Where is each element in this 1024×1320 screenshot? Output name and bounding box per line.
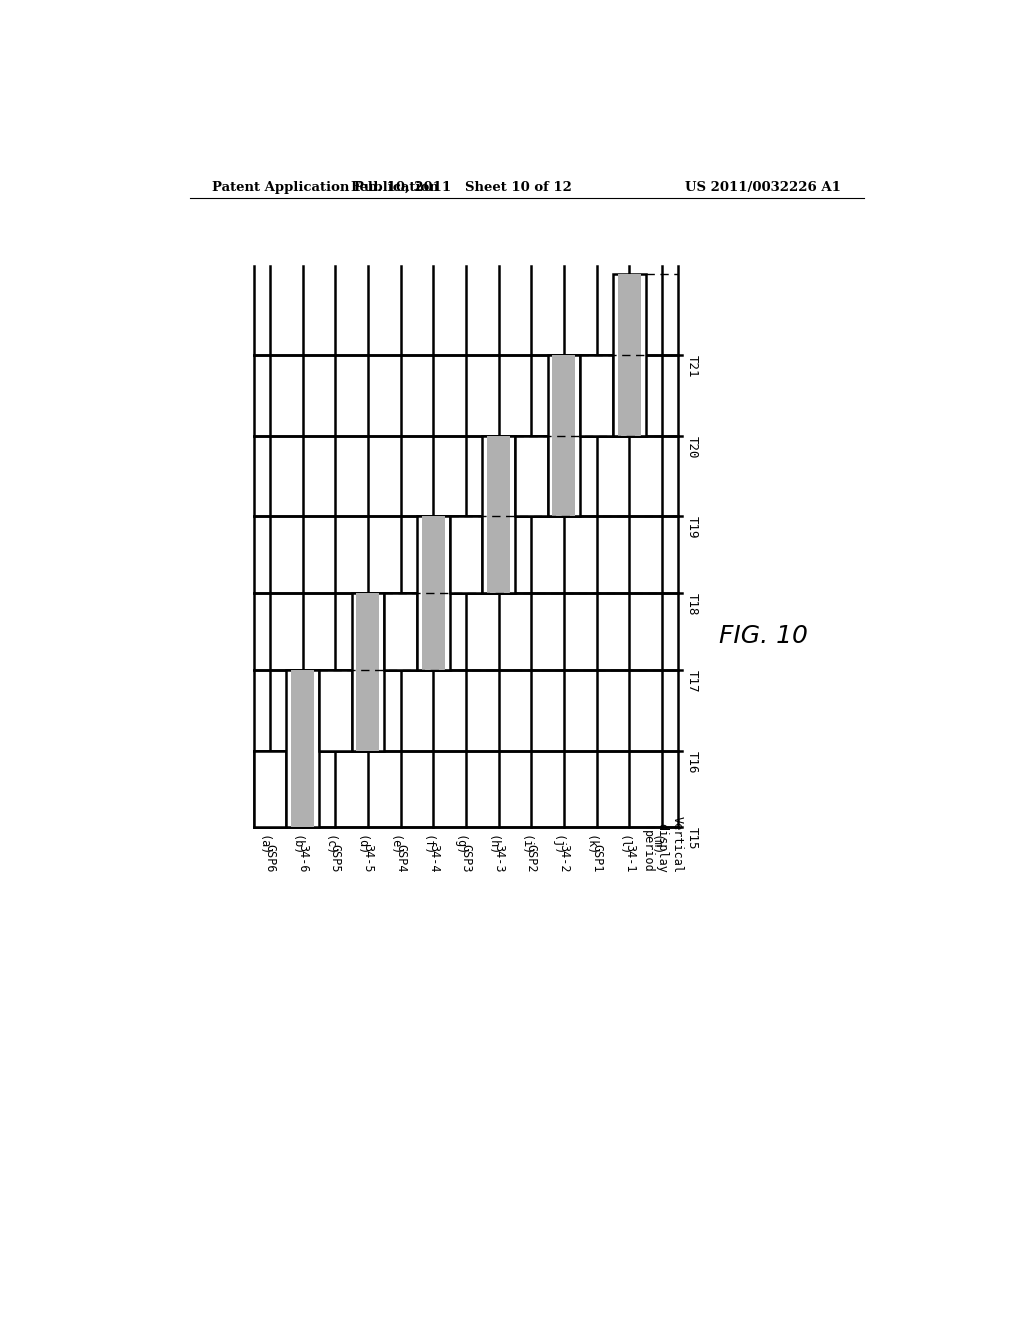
Bar	[351, 594, 384, 751]
Bar	[318, 671, 351, 751]
Text: (f): (f)	[420, 836, 433, 857]
Text: GSP1: GSP1	[590, 845, 603, 873]
Text: T18: T18	[686, 594, 698, 616]
Bar	[548, 355, 581, 516]
Text: (a): (a)	[257, 836, 270, 857]
Bar	[581, 355, 613, 436]
Text: 34-5: 34-5	[361, 845, 375, 873]
Text: 34-1: 34-1	[623, 845, 636, 873]
Bar	[515, 436, 548, 516]
Text: 34-4: 34-4	[427, 845, 439, 873]
Text: Patent Application Publication: Patent Application Publication	[212, 181, 438, 194]
Text: (c): (c)	[323, 836, 335, 857]
Text: (m): (m)	[649, 836, 662, 857]
Text: GSP2: GSP2	[524, 845, 538, 873]
Text: T20: T20	[686, 436, 698, 458]
Bar	[613, 275, 645, 436]
Text: (k): (k)	[584, 836, 597, 857]
Text: GSP5: GSP5	[329, 845, 342, 873]
Text: T17: T17	[686, 671, 698, 693]
Text: GSP4: GSP4	[394, 845, 408, 873]
Bar	[487, 436, 510, 594]
Bar	[450, 516, 482, 594]
Text: Feb. 10, 2011   Sheet 10 of 12: Feb. 10, 2011 Sheet 10 of 12	[351, 181, 571, 194]
Text: T16: T16	[686, 751, 698, 774]
Text: GSP6: GSP6	[263, 845, 276, 873]
Text: (b): (b)	[290, 836, 302, 857]
Text: (i): (i)	[518, 836, 531, 857]
Bar	[417, 516, 450, 671]
Text: US 2011/0032226 A1: US 2011/0032226 A1	[685, 181, 841, 194]
Text: T21: T21	[686, 355, 698, 378]
Text: (e): (e)	[387, 836, 400, 857]
Bar	[553, 355, 575, 516]
Bar	[254, 751, 287, 826]
Text: (j): (j)	[551, 836, 564, 857]
Text: T19: T19	[686, 516, 698, 539]
Text: T15: T15	[686, 826, 698, 849]
Text: GSP3: GSP3	[460, 845, 472, 873]
Bar	[356, 594, 379, 751]
Text: (h): (h)	[485, 836, 499, 857]
Text: 34-6: 34-6	[296, 845, 309, 873]
Bar	[482, 436, 515, 594]
Bar	[287, 671, 318, 826]
Bar	[422, 516, 444, 671]
Bar	[617, 275, 641, 436]
Bar	[384, 594, 417, 671]
Text: (l): (l)	[616, 836, 629, 857]
Text: FIG. 10: FIG. 10	[719, 624, 808, 648]
Text: 34-2: 34-2	[557, 845, 570, 873]
Bar	[291, 671, 314, 826]
Text: (g): (g)	[453, 836, 466, 857]
Text: (d): (d)	[355, 836, 368, 857]
Text: Vertical
display
period: Vertical display period	[640, 816, 683, 873]
Text: 34-3: 34-3	[493, 845, 505, 873]
